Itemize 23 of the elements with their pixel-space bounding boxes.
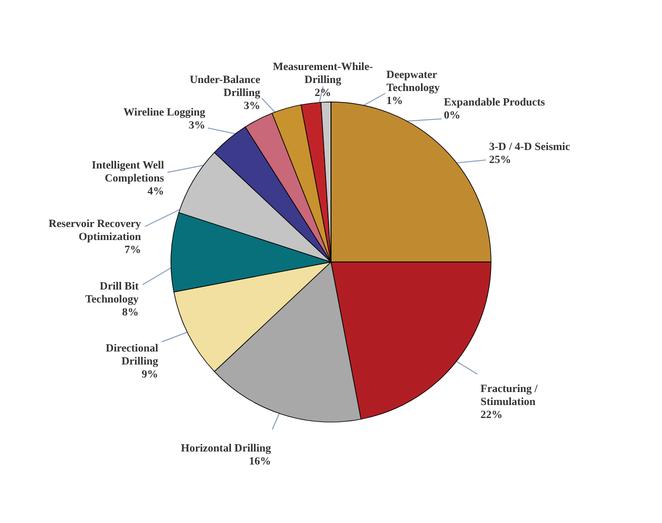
data-label: 7% — [124, 244, 141, 256]
data-label: 8% — [122, 306, 139, 318]
slice-label: Under-Balance Drilling — [190, 74, 261, 100]
data-label: 25% — [489, 154, 512, 166]
slice-label: Horizontal Drilling — [180, 442, 272, 455]
slice-label: Wireline Logging — [123, 106, 206, 118]
data-label: 22% — [480, 409, 502, 422]
slice-label: Deepwater Technology — [386, 68, 440, 94]
data-label: 4% — [148, 185, 164, 198]
slice-label: Directional Drilling — [106, 342, 159, 368]
slice-label: Intelligent Well Completions — [92, 159, 165, 184]
text: 0% — [444, 110, 460, 122]
data-label: 9% — [142, 368, 158, 380]
data-label: 3% — [244, 100, 260, 112]
slice-label: 3-D / 4-D Seismic — [489, 140, 570, 153]
data-label: 16% — [249, 456, 272, 468]
data-label: 3% — [188, 119, 206, 132]
slice-label: Fracturing / Stimulation — [480, 383, 539, 408]
slice-label: Reservoir Recovery Optimization — [48, 218, 142, 243]
data-label: 1% — [386, 94, 403, 107]
category-label: Expandable Products — [444, 96, 545, 109]
slice-label: Drill Bit Technology — [85, 280, 140, 306]
slice-label: Measurement-While-Drilling — [272, 61, 374, 86]
